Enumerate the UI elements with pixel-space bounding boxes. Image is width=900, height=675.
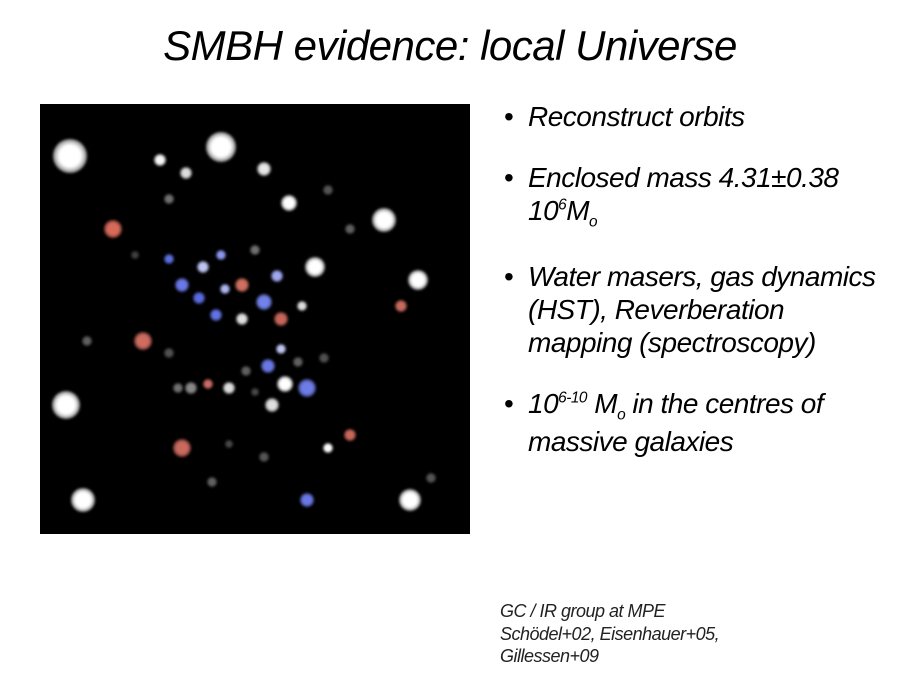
star-dot bbox=[193, 292, 205, 304]
star-dot bbox=[298, 379, 316, 397]
star-dot bbox=[372, 208, 396, 232]
bullet-item: Enclosed mass 4.31±0.38 106Mo bbox=[500, 161, 880, 232]
star-dot bbox=[173, 439, 191, 457]
star-dot bbox=[259, 452, 269, 462]
star-dot bbox=[426, 473, 436, 483]
star-dot bbox=[293, 357, 303, 367]
star-dot bbox=[180, 167, 192, 179]
star-dot bbox=[261, 359, 275, 373]
starfield-figure bbox=[40, 104, 470, 534]
star-dot bbox=[256, 294, 272, 310]
star-dot bbox=[53, 139, 87, 173]
star-dot bbox=[271, 270, 283, 282]
star-dot bbox=[175, 278, 189, 292]
star-dot bbox=[210, 309, 222, 321]
star-dot bbox=[154, 154, 166, 166]
star-dot bbox=[164, 254, 174, 264]
star-dot bbox=[223, 382, 235, 394]
bullet-item: Water masers, gas dynamics (HST), Reverb… bbox=[500, 260, 880, 359]
star-dot bbox=[276, 344, 286, 354]
star-dot bbox=[203, 379, 213, 389]
star-dot bbox=[297, 301, 307, 311]
star-dot bbox=[251, 388, 259, 396]
bullet-item: Reconstruct orbits bbox=[500, 100, 880, 133]
star-dot bbox=[323, 443, 333, 453]
star-dot bbox=[323, 185, 333, 195]
star-dot bbox=[344, 429, 356, 441]
star-dot bbox=[345, 224, 355, 234]
star-dot bbox=[277, 376, 293, 392]
credit-line: Schödel+02, Eisenhauer+05, bbox=[500, 623, 820, 646]
star-dot bbox=[257, 162, 271, 176]
star-dot bbox=[265, 398, 279, 412]
star-dot bbox=[134, 332, 152, 350]
slide-content: Reconstruct orbits Enclosed mass 4.31±0.3… bbox=[0, 100, 900, 660]
star-dot bbox=[164, 348, 174, 358]
slide-title: SMBH evidence: local Universe bbox=[0, 22, 900, 70]
star-dot bbox=[207, 477, 217, 487]
star-dot bbox=[197, 261, 209, 273]
credit-line: GC / IR group at MPE bbox=[500, 600, 820, 623]
star-dot bbox=[250, 245, 260, 255]
bullet-list: Reconstruct orbits Enclosed mass 4.31±0.3… bbox=[500, 100, 880, 486]
bullet-item: 106-10 Mo in the centres of massive gala… bbox=[500, 387, 880, 458]
star-dot bbox=[305, 257, 325, 277]
star-dot bbox=[216, 250, 226, 260]
star-dot bbox=[206, 132, 236, 162]
star-dot bbox=[220, 284, 230, 294]
figure-credit: GC / IR group at MPESchödel+02, Eisenhau… bbox=[500, 600, 820, 668]
star-dot bbox=[185, 382, 197, 394]
star-dot bbox=[173, 383, 183, 393]
star-dot bbox=[71, 488, 95, 512]
star-dot bbox=[281, 195, 297, 211]
star-dot bbox=[319, 353, 329, 363]
star-dot bbox=[131, 251, 139, 259]
credit-line: Gillessen+09 bbox=[500, 645, 820, 668]
star-dot bbox=[82, 336, 92, 346]
star-dot bbox=[300, 493, 314, 507]
star-dot bbox=[241, 366, 251, 376]
star-dot bbox=[408, 270, 428, 290]
star-dot bbox=[274, 312, 288, 326]
star-dot bbox=[235, 278, 249, 292]
star-dot bbox=[52, 391, 80, 419]
star-dot bbox=[395, 300, 407, 312]
star-dot bbox=[104, 220, 122, 238]
star-dot bbox=[236, 313, 248, 325]
star-dot bbox=[399, 489, 421, 511]
star-dot bbox=[164, 194, 174, 204]
star-dot bbox=[225, 440, 233, 448]
